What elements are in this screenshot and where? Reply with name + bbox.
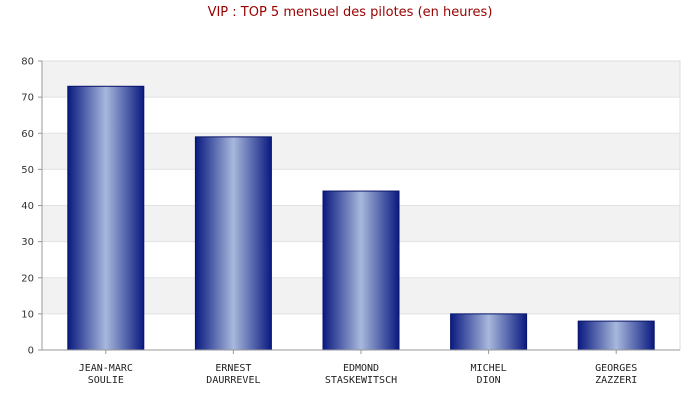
y-tick-label: 50 bbox=[21, 165, 34, 176]
y-axis-ticks: 0 10 20 30 40 50 60 70 80 bbox=[21, 57, 42, 357]
bar bbox=[577, 320, 655, 351]
plot-band bbox=[42, 133, 680, 170]
plot-band bbox=[42, 97, 680, 134]
y-tick-label: 80 bbox=[21, 57, 34, 68]
y-tick-label: 20 bbox=[21, 273, 34, 284]
x-tick-label-line: SOULIE bbox=[88, 375, 124, 386]
x-axis-labels: JEAN-MARC SOULIE ERNEST DAURREVEL EDMOND STAS… bbox=[79, 350, 637, 386]
bar bbox=[67, 85, 145, 351]
x-tick-label-line: ERNEST bbox=[215, 363, 251, 374]
bar bbox=[194, 136, 272, 351]
x-tick-label-line: STASKEWITSCH bbox=[325, 375, 397, 386]
x-tick-label-line: DION bbox=[477, 375, 501, 386]
y-tick-label: 0 bbox=[28, 346, 34, 357]
y-tick-label: 70 bbox=[21, 93, 34, 104]
x-tick-label: EDMOND STASKEWITSCH bbox=[325, 363, 397, 386]
bar bbox=[450, 313, 528, 351]
x-tick-label-line: DAURREVEL bbox=[206, 375, 260, 386]
bar bbox=[322, 190, 400, 351]
x-tick-label: ERNEST DAURREVEL bbox=[206, 363, 260, 386]
y-tick-label: 30 bbox=[21, 237, 34, 248]
x-tick-label: MICHEL DION bbox=[471, 363, 507, 386]
x-tick-label-line: MICHEL bbox=[471, 363, 507, 374]
x-tick-label: GEORGES ZAZZERI bbox=[595, 363, 637, 386]
chart-title: VIP : TOP 5 mensuel des pilotes (en heur… bbox=[207, 5, 493, 20]
x-tick-label: JEAN-MARC SOULIE bbox=[79, 363, 133, 386]
y-tick-label: 40 bbox=[21, 201, 34, 212]
x-tick-label-line: GEORGES bbox=[595, 363, 637, 374]
x-tick-label-line: JEAN-MARC bbox=[79, 363, 133, 374]
y-tick-label: 60 bbox=[21, 129, 34, 140]
x-tick-label-line: EDMOND bbox=[343, 363, 379, 374]
x-tick-label-line: ZAZZERI bbox=[595, 375, 637, 386]
plot-band bbox=[42, 61, 680, 98]
y-tick-label: 10 bbox=[21, 309, 34, 320]
